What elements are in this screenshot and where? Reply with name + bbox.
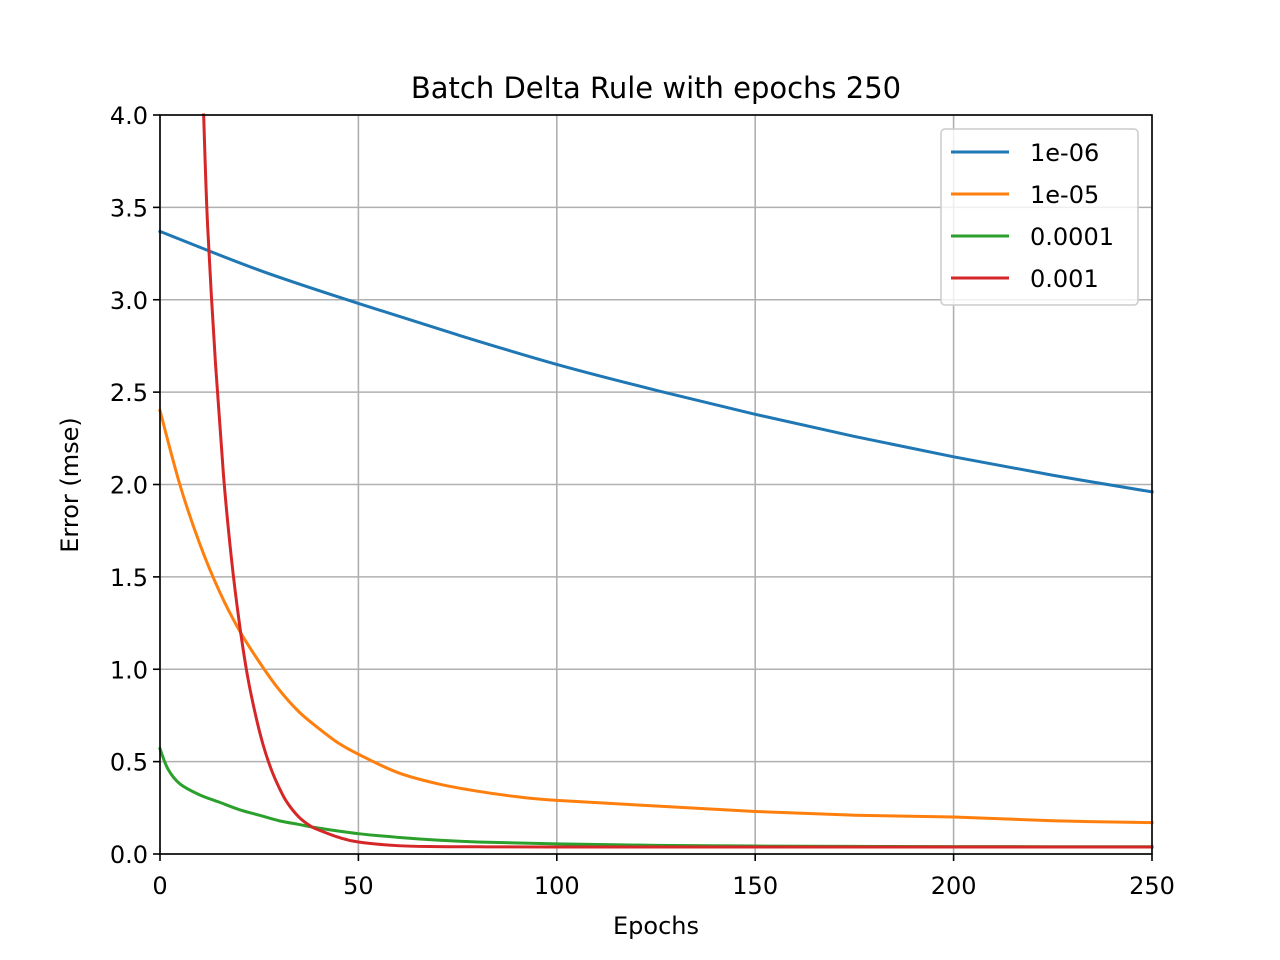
y-tick-label: 0.5 xyxy=(110,749,148,777)
y-tick-label: 1.0 xyxy=(110,656,148,684)
legend-label: 1e-06 xyxy=(1030,139,1099,167)
plot-lines xyxy=(158,113,1154,849)
x-tick-label: 50 xyxy=(343,872,374,900)
legend-label: 0.001 xyxy=(1030,265,1099,293)
y-tick-label: 3.0 xyxy=(110,287,148,315)
y-tick-label: 1.5 xyxy=(110,564,148,592)
y-tick-label: 3.5 xyxy=(110,194,148,222)
x-tick-label: 200 xyxy=(931,872,977,900)
chart-title: Batch Delta Rule with epochs 250 xyxy=(411,71,901,105)
y-tick-label: 4.0 xyxy=(110,102,148,130)
y-tick-label: 0.0 xyxy=(110,841,148,869)
y-tick-label: 2.0 xyxy=(110,472,148,500)
x-axis-title: Epochs xyxy=(613,912,699,940)
x-tick-label: 150 xyxy=(732,872,778,900)
legend: 1e-06 1e-05 0.0001 0.001 xyxy=(940,128,1139,306)
legend-label: 1e-05 xyxy=(1030,181,1099,209)
axis-ticks: 0 50 100 150 200 250 0.0 0.5 1.0 1.5 2.0 2.5 3.0 3.5 4… xyxy=(110,102,1175,900)
y-tick-label: 2.5 xyxy=(110,379,148,407)
series-line-1e-06 xyxy=(158,229,1154,494)
series-line-1e-05 xyxy=(158,408,1154,825)
x-tick-label: 100 xyxy=(534,872,580,900)
x-tick-label: 250 xyxy=(1129,872,1175,900)
series-line-0.001 xyxy=(202,113,1154,849)
y-axis-title: Error (mse) xyxy=(56,417,84,553)
legend-label: 0.0001 xyxy=(1030,223,1114,251)
legend-box xyxy=(940,128,1139,306)
x-tick-label: 0 xyxy=(152,872,167,900)
